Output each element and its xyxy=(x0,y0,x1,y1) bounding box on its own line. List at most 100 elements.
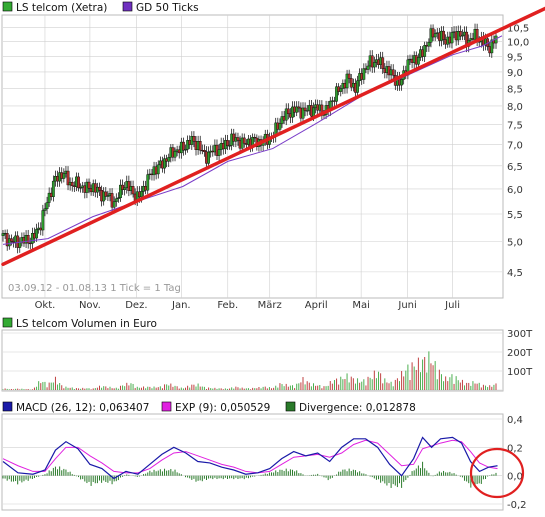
price-tick-label: 10,0 xyxy=(507,38,529,49)
price-tick-label: 7,5 xyxy=(507,121,523,132)
price-tick-label: 9,0 xyxy=(507,68,523,79)
gd50-line xyxy=(2,35,503,245)
candle-body xyxy=(242,137,246,144)
candle-body xyxy=(119,184,122,199)
legend-label: GD 50 Ticks xyxy=(136,2,199,14)
month-tick-label: April xyxy=(305,300,328,311)
candle-body xyxy=(192,136,196,142)
candle-body xyxy=(345,73,349,89)
candle-body xyxy=(184,148,187,151)
volume-tick-label: 300T xyxy=(507,329,533,340)
price-tick-label: 5,0 xyxy=(507,237,523,248)
legend-swatch xyxy=(122,1,133,12)
volume-tick-label: 100T xyxy=(507,367,533,378)
candle-body xyxy=(490,39,494,54)
candle-body xyxy=(427,42,431,47)
candle-body xyxy=(116,197,120,199)
candle-body xyxy=(339,88,343,92)
legend-label: LS telcom (Xetra) xyxy=(16,2,107,14)
legend-swatch xyxy=(161,401,172,412)
candle-body xyxy=(26,235,30,244)
candle-body xyxy=(182,141,185,151)
legend-label: LS telcom Volumen in Euro xyxy=(16,318,157,330)
month-tick-label: Dez. xyxy=(125,300,147,311)
candle-body xyxy=(303,107,307,111)
legend-swatch xyxy=(285,401,296,412)
candle-body xyxy=(450,32,454,44)
candle-body xyxy=(286,108,290,114)
price-x-axis: Okt. Nov. Dez. Jan. Feb. März April Mai Juni Juli xyxy=(35,300,460,311)
candle-body xyxy=(70,181,74,187)
candle-body xyxy=(123,187,127,190)
candle-body xyxy=(66,170,70,186)
legend-label: MACD (26, 12): 0,063407 xyxy=(16,402,149,414)
candle-body xyxy=(356,80,359,93)
candle-body xyxy=(458,30,462,37)
month-tick-label: Juni xyxy=(397,300,416,311)
price-tick-label: 8,0 xyxy=(507,102,523,113)
candle-body xyxy=(127,181,131,191)
candle-body xyxy=(87,181,91,189)
price-tick-label: 6,0 xyxy=(507,185,523,196)
candle-body xyxy=(106,195,110,197)
legend-label: EXP (9): 0,050529 xyxy=(175,402,270,414)
price-tick-label: 8,5 xyxy=(507,84,523,95)
candle-body xyxy=(226,140,229,147)
candle-body xyxy=(47,192,51,203)
macd-panel: 0,4 0,2 0,0 -0,2 xyxy=(1,413,527,511)
candle-body xyxy=(79,187,83,189)
macd-tick-label: 0,2 xyxy=(507,443,523,454)
price-tick-label: 10,5 xyxy=(507,23,529,34)
month-tick-label: Feb. xyxy=(217,300,238,311)
trend-line xyxy=(1,6,545,267)
price-panel: 10,5 10,0 9,5 9,0 8,5 8,0 7,5 7,0 6,5 6,0 5,5 5,0 4,… xyxy=(1,6,545,311)
candle-body xyxy=(431,28,435,38)
candle-body xyxy=(295,106,299,113)
month-tick-label: Mai xyxy=(352,300,370,311)
candle-body xyxy=(7,238,11,247)
candle-body xyxy=(1,233,5,236)
candle-body xyxy=(16,235,20,248)
candle-body xyxy=(400,79,404,86)
macd-tick-label: 0,4 xyxy=(507,415,523,426)
candle-body xyxy=(51,180,55,197)
legend-swatch xyxy=(2,401,13,412)
candle-body xyxy=(140,191,143,198)
macd-y-axis: 0,4 0,2 0,0 -0,2 xyxy=(507,415,527,511)
macd-tick-label: -0,2 xyxy=(507,500,527,511)
candle-body xyxy=(372,62,376,68)
volume-legend: LS telcom Volumen in Euro xyxy=(2,317,157,330)
candle-body xyxy=(198,141,202,151)
candle-body xyxy=(104,191,108,197)
candle-body xyxy=(228,145,231,147)
candle-body xyxy=(362,68,366,80)
candle-body xyxy=(163,158,166,169)
candle-body xyxy=(202,150,206,152)
volume-frame xyxy=(1,329,504,392)
month-tick-label: Okt. xyxy=(35,300,56,311)
price-tick-label: 7,0 xyxy=(507,140,523,151)
candle-body xyxy=(253,136,257,139)
price-tick-label: 5,5 xyxy=(507,210,523,221)
candle-body xyxy=(41,210,45,231)
macd-tick-label: 0,0 xyxy=(507,472,523,483)
macd-frame xyxy=(1,413,504,511)
price-frame xyxy=(1,14,504,299)
candle-body xyxy=(297,106,301,109)
candle-body xyxy=(207,151,210,164)
price-y-axis: 10,5 10,0 9,5 9,0 8,5 8,0 7,5 7,0 6,5 6,0 5,5 5,0 4,… xyxy=(507,23,529,278)
volume-bars xyxy=(2,351,497,390)
candle-body xyxy=(173,151,177,158)
candle-body xyxy=(442,30,445,40)
candle-body xyxy=(18,241,22,248)
month-tick-label: März xyxy=(258,300,282,311)
volume-tick-label: 200T xyxy=(507,348,533,359)
candle-body xyxy=(423,45,427,57)
candle-body xyxy=(284,108,288,121)
candle-body xyxy=(461,34,464,37)
highlight-circle xyxy=(469,447,525,499)
candle-body xyxy=(366,65,370,70)
price-tick-label: 9,5 xyxy=(507,52,523,63)
